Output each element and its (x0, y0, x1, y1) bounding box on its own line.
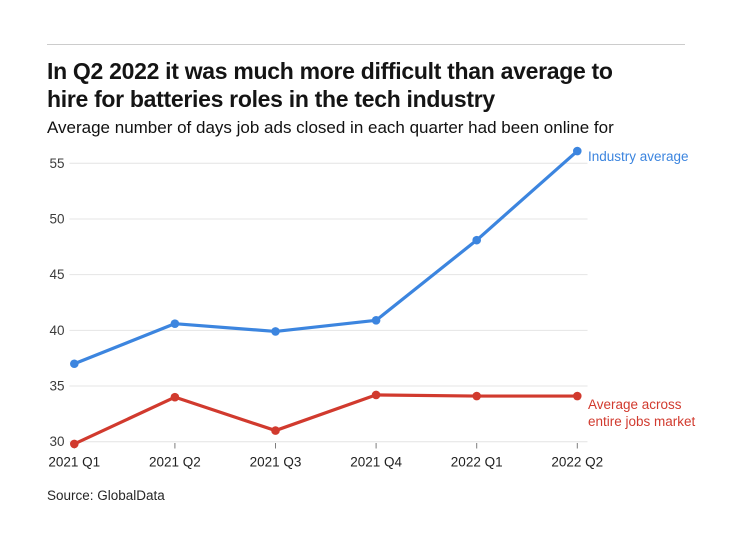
y-axis-label: 35 (49, 379, 64, 394)
data-point (70, 359, 79, 369)
chart-title: In Q2 2022 it was much more difficult th… (47, 57, 687, 113)
data-point (271, 327, 280, 336)
y-axis-label: 40 (49, 323, 64, 338)
y-axis-label: 55 (49, 156, 64, 171)
data-point (472, 235, 482, 245)
series-label: Average across (588, 397, 682, 412)
data-point (371, 316, 381, 325)
source-note: Source: GlobalData (47, 488, 165, 503)
x-axis-label: 2022 Q2 (551, 455, 603, 470)
data-point (371, 390, 381, 400)
data-point (271, 426, 280, 435)
top-rule (47, 44, 685, 45)
series-line-industry-average (72, 149, 579, 366)
series-line-jobs-market (72, 393, 579, 446)
data-point (573, 391, 582, 401)
data-point (472, 391, 482, 401)
data-point (170, 319, 180, 328)
x-axis-label: 2021 Q3 (250, 455, 302, 470)
x-axis-label: 2021 Q2 (149, 455, 201, 470)
x-axis-label: 2021 Q1 (48, 455, 100, 470)
chart-subtitle: Average number of days job ads closed in… (47, 118, 614, 137)
data-point (70, 439, 79, 449)
x-axis-label: 2021 Q4 (350, 455, 402, 470)
data-point (170, 392, 180, 402)
chart-title-line-1: In Q2 2022 it was much more difficult th… (47, 58, 613, 84)
series-label: Industry average (588, 149, 689, 164)
series-label: entire jobs market (588, 414, 696, 429)
x-axis-label: 2022 Q1 (451, 455, 503, 470)
y-axis-label: 30 (49, 434, 64, 449)
y-axis-label: 45 (49, 267, 64, 282)
y-axis-label: 50 (49, 211, 64, 226)
data-point (573, 146, 582, 156)
chart-title-line-2: hire for batteries roles in the tech ind… (47, 86, 495, 112)
